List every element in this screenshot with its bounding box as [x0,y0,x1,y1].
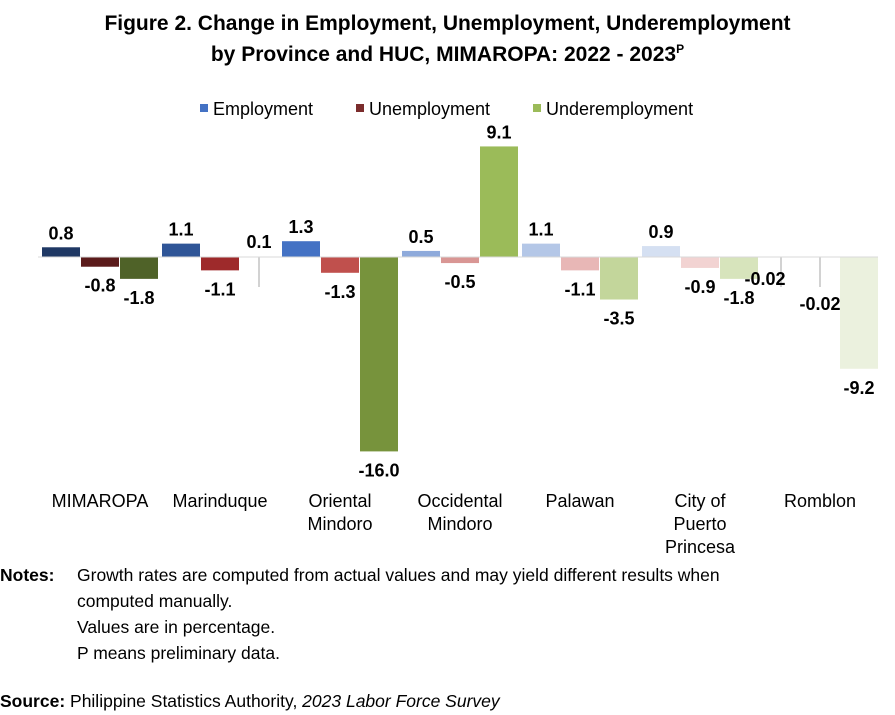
bar-underemployment-oriental-mindoro [360,257,398,452]
category-label-line: Marinduque [172,491,267,511]
category-label-line: Mindoro [307,514,372,534]
chart-title: Figure 2. Change in Employment, Unemploy… [0,8,895,70]
note-line: Growth rates are computed from actual va… [77,565,720,585]
source-line: Source: Philippine Statistics Authority,… [0,689,500,713]
data-label-underemployment-occidental-mindoro: 9.1 [486,122,511,142]
notes-label: Notes: [0,565,55,585]
category-label-line: MIMAROPA [52,491,149,511]
category-label-palawan: Palawan [545,491,614,511]
data-label-underemployment-palawan: -3.5 [603,309,634,329]
data-label-unemployment-romblon: -0.02 [799,294,840,314]
data-label-underemployment-city-of-puerto-princesa: -1.8 [723,288,754,308]
data-label-unemployment-mimaropa: -0.8 [84,276,115,296]
bar-underemployment-occidental-mindoro [480,146,518,257]
data-label-unemployment-oriental-mindoro: -1.3 [324,282,355,302]
note-line: computed manually. [77,591,233,611]
data-label-unemployment-city-of-puerto-princesa: -0.9 [684,277,715,297]
bar-unemployment-marinduque [201,257,239,271]
legend-label-unemployment: Unemployment [369,99,490,119]
category-label-line: Puerto [673,514,726,534]
note-line: Values are in percentage. [77,617,276,637]
category-label-oriental-mindoro: Oriental Mindoro [307,491,372,534]
bar-unemployment-oriental-mindoro [321,257,359,273]
data-label-employment-occidental-mindoro: 0.5 [408,227,433,247]
bar-employment-city-of-puerto-princesa [642,246,680,257]
data-label-unemployment-marinduque: -1.1 [204,279,235,299]
category-label-line: Romblon [784,491,856,511]
bar-employment-palawan [522,243,560,257]
data-label-employment-palawan: 1.1 [528,220,553,240]
category-label-mimaropa: MIMAROPA [52,491,149,511]
category-label-line: Mindoro [427,514,492,534]
data-label-employment-marinduque: 1.1 [168,220,193,240]
category-label-marinduque: Marinduque [172,491,267,511]
category-label-romblon: Romblon [784,491,856,511]
chart-title-line1: Figure 2. Change in Employment, Unemploy… [104,12,791,35]
bar-underemployment-city-of-puerto-princesa [720,257,758,279]
preliminary-superscript: P [676,42,685,56]
bar-employment-mimaropa [42,247,80,257]
legend-item-unemployment: Unemployment [356,99,490,119]
category-label-line: Occidental [417,491,502,511]
chart-legend: Employment Unemployment Underemployment [200,99,693,119]
bar-unemployment-mimaropa [81,257,119,267]
chart-bars [42,146,878,452]
data-label-unemployment-occidental-mindoro: -0.5 [444,272,475,292]
legend-item-underemployment: Underemployment [533,99,693,119]
bar-underemployment-romblon [840,257,878,369]
data-label-underemployment-mimaropa: -1.8 [123,288,154,308]
chart-title-line2: by Province and HUC, MIMAROPA: 2022 - 20… [0,39,895,70]
bar-employment-oriental-mindoro [282,241,320,257]
data-label-employment-romblon: -0.02 [744,269,785,289]
bar-unemployment-palawan [561,257,599,271]
data-label-underemployment-oriental-mindoro: -16.0 [358,460,399,480]
legend-swatch-employment [200,104,208,112]
note-line: P means preliminary data. [77,643,280,663]
bar-employment-marinduque [162,243,200,257]
bar-unemployment-city-of-puerto-princesa [681,257,719,268]
legend-swatch-underemployment [533,104,541,112]
data-label-underemployment-romblon: -9.2 [843,378,874,398]
legend-label-employment: Employment [213,99,313,119]
legend-swatch-unemployment [356,104,364,112]
category-labels: MIMAROPA Marinduque Oriental MindoroOcciden… [52,491,856,557]
bar-underemployment-palawan [600,257,638,300]
bar-employment-occidental-mindoro [402,250,440,257]
source-publication: 2023 Labor Force Survey [302,691,500,711]
legend-label-underemployment: Underemployment [546,99,693,119]
chart-title-line2-text: by Province and HUC, MIMAROPA: 2022 - 20… [210,43,677,66]
data-labels: 0.8 -0.8 -1.8 1.1 -1.1 0.1 1.3 -1.3 -16.0 0.5 -0.5… [48,122,874,480]
notes-lines: Growth rates are computed from actual va… [77,562,877,666]
category-label-line: Palawan [545,491,614,511]
source-text: Philippine Statistics Authority, [65,691,303,711]
category-label-occidental-mindoro: Occidental Mindoro [417,491,502,534]
category-label-line: City of [674,491,726,511]
data-label-unemployment-palawan: -1.1 [564,279,595,299]
category-label-line: Oriental [308,491,371,511]
data-label-employment-oriental-mindoro: 1.3 [288,217,313,237]
data-label-underemployment-marinduque: 0.1 [246,232,271,252]
category-label-city-of-puerto-princesa: City of Puerto Princesa [665,491,736,557]
source-label: Source: [0,691,66,711]
category-label-line: Princesa [665,537,736,557]
data-label-employment-city-of-puerto-princesa: 0.9 [648,222,673,242]
bar-underemployment-mimaropa [120,257,158,279]
legend-item-employment: Employment [200,99,313,119]
data-label-employment-mimaropa: 0.8 [48,223,73,243]
bar-unemployment-occidental-mindoro [441,257,479,264]
